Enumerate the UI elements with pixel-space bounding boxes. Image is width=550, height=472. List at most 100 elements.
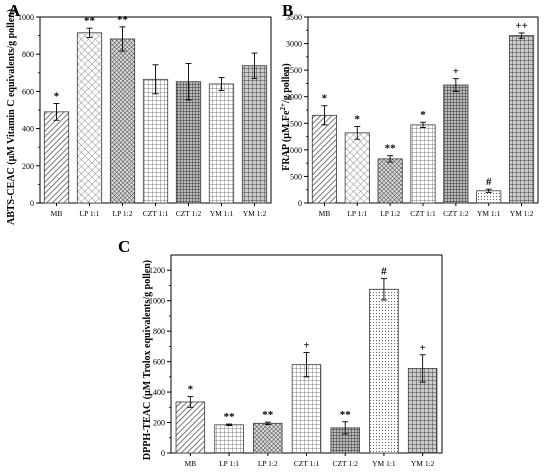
panel-c-x-tick-label: CZT 1:2 bbox=[332, 459, 358, 468]
panel-b-x-tick-label: MB bbox=[319, 209, 331, 218]
panel-b-y-tick-label: 500 bbox=[290, 172, 302, 181]
panel-c-bar bbox=[253, 422, 283, 454]
panel-c-letter: C bbox=[118, 237, 130, 256]
panel-c-bar bbox=[291, 364, 322, 454]
panel-a-y-tick-label: 400 bbox=[22, 125, 34, 134]
panel-b-y-tick-label: 2500 bbox=[286, 66, 302, 75]
panel-b-bar bbox=[344, 132, 370, 204]
panel-c-y-tick-label: 800 bbox=[153, 327, 165, 336]
panel-c-x-tick-label: YM 1:1 bbox=[372, 459, 396, 468]
panel-a-significance-marks: *** ** bbox=[54, 14, 129, 103]
panel-b-y-tick-label: 2000 bbox=[286, 93, 302, 102]
panel-a-y-tick-label: 800 bbox=[22, 50, 34, 59]
panel-a-y-tick-label: 0 bbox=[30, 199, 34, 208]
panel-c-x-tick-labels: MB LP 1:1 LP 1:2 CZT 1:1 CZT 1:2 YM 1:1 YM 1:2 bbox=[185, 453, 435, 468]
panel-a-chart: A ABTS-CEAC (µM Vitamin C equivalents/g … bbox=[6, 1, 272, 225]
panel-a-bar bbox=[241, 65, 268, 204]
panel-c-bar bbox=[175, 401, 206, 454]
panel-b-y-label-end: /g pollen) bbox=[281, 63, 292, 104]
panel-c-y-tick-label: 200 bbox=[153, 419, 165, 428]
panel-b-significance-mark: ++ bbox=[515, 20, 528, 32]
panel-c-error-bars bbox=[187, 278, 426, 435]
panel-a-bar bbox=[43, 111, 70, 204]
panel-b-y-tick-label: 3000 bbox=[286, 40, 302, 49]
panel-b-bar bbox=[377, 158, 403, 204]
panel-c-x-tick-label: CZT 1:1 bbox=[294, 459, 320, 468]
panel-c-y-ticks: 0 200 400 600 800 1000 1200 bbox=[149, 266, 171, 458]
panel-c-x-tick-label: MB bbox=[185, 459, 197, 468]
panel-b-y-tick-label: 3500 bbox=[286, 13, 302, 22]
panel-b-error-bars bbox=[321, 32, 525, 193]
panel-c-bar bbox=[214, 424, 244, 454]
panel-b-significance-mark: * bbox=[420, 109, 426, 121]
panel-b-chart: B FRAP (µM Fe2+/g pollen) 0 500 1000 1500 20… bbox=[279, 1, 539, 218]
panel-a-y-tick-label: 200 bbox=[22, 162, 34, 171]
panel-b-y-axis-label: FRAP (µM Fe2+/g pollen) bbox=[279, 63, 292, 170]
panel-b-significance-mark: * bbox=[322, 93, 328, 105]
panel-b-y-label-superscript: 2+ bbox=[279, 103, 287, 111]
panel-a-significance-mark: * bbox=[54, 90, 60, 102]
panel-c-y-axis-label: DPPH-TEAC (µM Trolox equivalents/g polle… bbox=[142, 260, 153, 460]
panel-a-bars bbox=[43, 32, 268, 204]
panel-b-significance-mark: * bbox=[355, 113, 361, 125]
panel-b-x-tick-label: YM 1:1 bbox=[477, 209, 501, 218]
panel-a-significance-mark: ** bbox=[117, 14, 129, 26]
panel-c-significance-mark: + bbox=[303, 339, 309, 351]
panel-b-y-tick-label: 0 bbox=[298, 199, 302, 208]
panel-c-y-tick-label: 600 bbox=[153, 358, 165, 367]
panel-b-significance-mark: # bbox=[486, 176, 492, 188]
panel-b-x-tick-label: LP 1:2 bbox=[380, 209, 400, 218]
panel-a-bar bbox=[175, 81, 202, 204]
panel-c-y-tick-label: 400 bbox=[153, 388, 165, 397]
panel-c-y-tick-label: 1200 bbox=[149, 266, 165, 275]
panel-a-y-ticks: 0 200 400 600 800 1000 bbox=[18, 13, 40, 208]
panel-b-x-tick-label: CZT 1:1 bbox=[410, 209, 436, 218]
panel-a-y-tick-label: 1000 bbox=[18, 13, 34, 22]
panel-b-significance-mark: ** bbox=[385, 143, 397, 155]
panel-b-y-label-main: FRAP (µM Fe bbox=[281, 110, 292, 171]
panel-b-bar bbox=[410, 124, 436, 204]
panel-c-significance-mark: # bbox=[381, 266, 387, 278]
panel-b-significance-mark: + bbox=[453, 66, 459, 78]
panel-a-x-tick-label: LP 1:2 bbox=[113, 209, 133, 218]
panel-b-bar bbox=[443, 84, 469, 204]
panel-c-bar bbox=[369, 288, 399, 454]
panel-b-y-ticks: 0 500 1000 1500 2000 2500 3000 3500 bbox=[286, 13, 308, 208]
panel-c-significance-mark: ** bbox=[340, 409, 352, 421]
panel-b-significance-marks: *****+#++ bbox=[322, 20, 528, 188]
panel-b-x-tick-label: LP 1:1 bbox=[347, 209, 367, 218]
panel-b-y-tick-label: 1500 bbox=[286, 119, 302, 128]
panel-a-significance-mark: ** bbox=[84, 15, 96, 27]
panel-a-x-tick-label: MB bbox=[51, 209, 63, 218]
panel-c-significance-mark: ** bbox=[262, 409, 274, 421]
panel-b-bar bbox=[509, 35, 535, 204]
panel-c-x-tick-label: LP 1:1 bbox=[219, 459, 239, 468]
panel-a-x-tick-label: CZT 1:2 bbox=[176, 209, 202, 218]
panel-a-x-tick-label: LP 1:1 bbox=[80, 209, 100, 218]
panel-a-x-tick-label: YM 1:2 bbox=[243, 209, 267, 218]
panel-a-bar bbox=[109, 38, 136, 204]
panel-a-x-tick-label: YM 1:1 bbox=[210, 209, 234, 218]
panel-c-y-tick-label: 1000 bbox=[149, 297, 165, 306]
panel-c-significance-mark: * bbox=[188, 384, 194, 396]
panel-c-significance-mark: + bbox=[420, 342, 426, 354]
panel-b-letter: B bbox=[282, 1, 293, 20]
panel-a-y-axis-label: ABTS-CEAC (µM Vitamin C equivalents/g po… bbox=[6, 9, 17, 225]
panel-b-bar bbox=[311, 114, 337, 204]
panel-a-bar bbox=[76, 32, 103, 204]
panel-b-x-tick-labels: MB LP 1:1 LP 1:2 CZT 1:1 CZT 1:2 YM 1:1 YM 1:2 bbox=[319, 203, 534, 218]
panel-c-significance-marks: *** **+**#+ bbox=[188, 266, 426, 423]
panel-a-x-tick-labels: MB LP 1:1 LP 1:2 CZT 1:1 CZT 1:2 YM 1:1 YM 1:2 bbox=[51, 203, 267, 218]
panel-a-error-bars bbox=[53, 26, 258, 121]
panel-a-letter: A bbox=[8, 1, 21, 20]
panel-c-chart: C DPPH-TEAC (µM Trolox equivalents/g pol… bbox=[118, 237, 443, 468]
panel-c-x-tick-label: LP 1:2 bbox=[258, 459, 278, 468]
panel-b-x-tick-label: CZT 1:2 bbox=[443, 209, 469, 218]
panel-c-x-tick-label: YM 1:2 bbox=[411, 459, 435, 468]
panel-b-y-tick-label: 1000 bbox=[286, 146, 302, 155]
panel-a-bar bbox=[208, 83, 235, 204]
panel-b-bars bbox=[311, 35, 535, 204]
panel-c-y-tick-label: 0 bbox=[161, 449, 165, 458]
panel-b-x-tick-label: YM 1:2 bbox=[510, 209, 534, 218]
